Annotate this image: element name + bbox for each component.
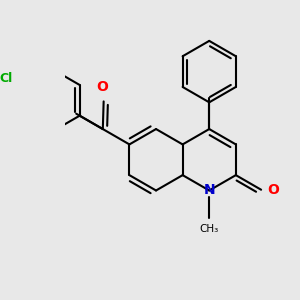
- Text: O: O: [96, 80, 108, 94]
- Text: N: N: [203, 184, 215, 197]
- Text: Cl: Cl: [0, 72, 13, 85]
- Text: CH₃: CH₃: [200, 224, 219, 234]
- Text: O: O: [267, 183, 279, 197]
